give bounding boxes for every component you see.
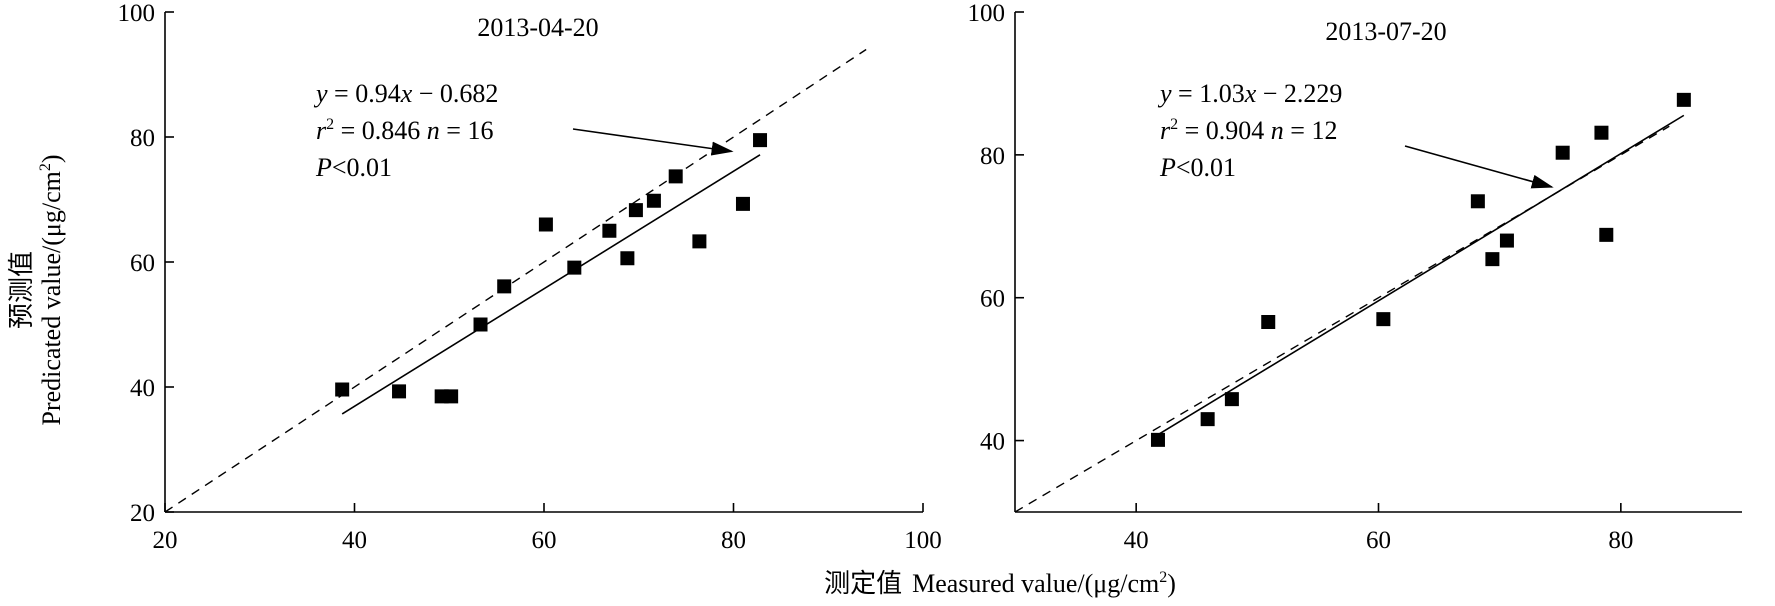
p-value: P<0.01 (1159, 153, 1236, 182)
data-point (473, 317, 488, 332)
data-point (735, 196, 750, 211)
data-point (692, 234, 707, 249)
data-point (1485, 252, 1500, 267)
x-tick-label: 60 (1366, 527, 1391, 554)
data-point (1150, 432, 1165, 447)
fit-line (341, 154, 761, 415)
x-tick-label: 100 (904, 527, 942, 554)
data-point (1594, 125, 1609, 140)
p-value: P<0.01 (315, 153, 392, 182)
regression-stats: r2 = 0.846 n = 16 (316, 116, 493, 145)
y-tick-label: 100 (118, 0, 156, 27)
chart-panel-left: 20 40 60 80 100 20 40 60 80 100 2013-04-20 y = 0.94… (118, 0, 942, 554)
data-point (1470, 194, 1485, 209)
y-tick-label: 60 (130, 250, 155, 277)
x-tick-label: 80 (721, 527, 746, 554)
data-point (1499, 233, 1514, 248)
chart-panel-right: 40 60 80 100 40 60 80 2013-07-20 y = 1.03x − 2.2… (968, 0, 1742, 554)
chart-title: 2013-07-20 (1325, 17, 1446, 46)
regression-equation: y = 0.94x − 0.682 (313, 79, 498, 108)
annotation-arrow (1404, 145, 1554, 189)
data-point (646, 193, 661, 208)
data-point (1599, 227, 1614, 242)
y-tick-label: 80 (980, 143, 1005, 170)
x-axis-label: 测定值 Measured value/(μg/cm2) (824, 569, 1176, 598)
data-point (1200, 412, 1215, 427)
regression-equation: y = 1.03x − 2.229 (1157, 79, 1342, 108)
data-point (668, 169, 683, 184)
x-tick-label: 20 (153, 527, 178, 554)
data-point (1224, 392, 1239, 407)
data-point (620, 251, 635, 266)
data-point (335, 382, 350, 397)
data-point (1376, 312, 1391, 327)
x-tick-label: 40 (1124, 527, 1149, 554)
y-axis-label: 预测值 (7, 251, 36, 329)
data-point (1555, 145, 1570, 160)
data-point (628, 203, 643, 218)
y-axis-label-en: Predicated value/(μg/cm2) (37, 154, 66, 425)
regression-stats: r2 = 0.904 n = 12 (1160, 116, 1337, 145)
y-tick-label: 40 (130, 375, 155, 402)
data-point (444, 389, 459, 404)
y-axis-label-cn: 预测值 (7, 251, 36, 329)
data-point (392, 384, 407, 399)
data-point (538, 217, 553, 232)
fit-line (1157, 114, 1685, 436)
chart-title: 2013-04-20 (477, 13, 598, 42)
data-point (1676, 92, 1691, 107)
x-tick-label: 60 (532, 527, 557, 554)
x-tick-label: 40 (342, 527, 367, 554)
x-tick-label: 80 (1608, 527, 1633, 554)
data-point (1261, 315, 1276, 329)
y-tick-label: 40 (980, 429, 1005, 456)
data-point (602, 223, 617, 238)
y-tick-label: 80 (130, 125, 155, 152)
data-point (567, 260, 582, 275)
y-tick-label: 100 (968, 0, 1006, 27)
y-tick-label: 60 (980, 286, 1005, 313)
data-point (497, 279, 512, 294)
reference-line-1to1 (164, 48, 867, 513)
y-tick-label: 20 (130, 500, 155, 527)
data-point (753, 133, 768, 148)
annotation-arrow (572, 128, 734, 156)
